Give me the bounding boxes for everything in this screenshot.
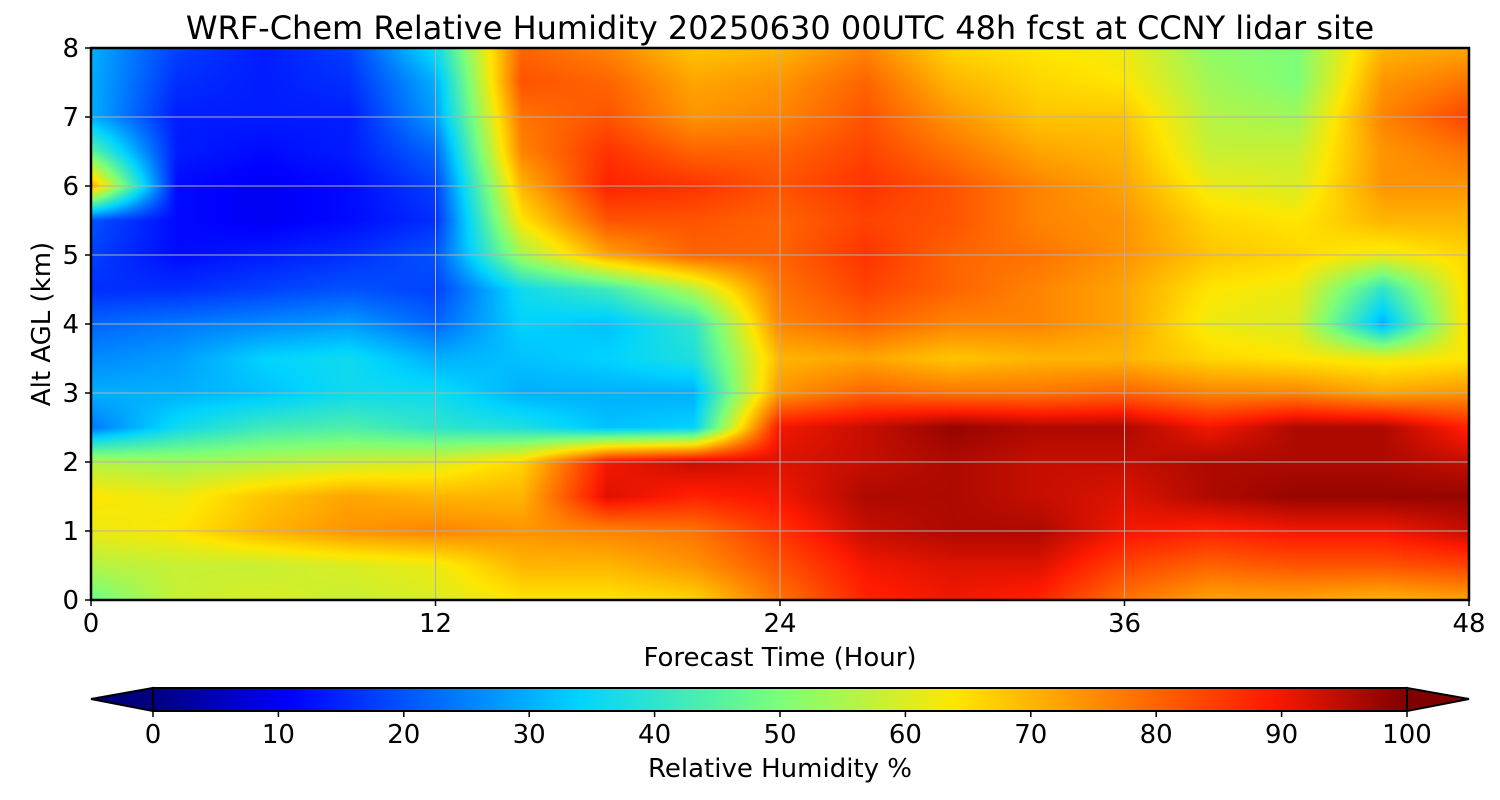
y-tick-label: 2 xyxy=(62,448,79,478)
x-tick-label: 48 xyxy=(1452,609,1485,639)
colorbar-gradient xyxy=(153,688,1407,711)
colorbar-tick-label: 70 xyxy=(1014,720,1047,750)
y-tick-label: 3 xyxy=(62,379,79,409)
x-axis-ticks: 0 12 24 36 48 xyxy=(83,600,1486,639)
colorbar-tick-label: 90 xyxy=(1265,720,1298,750)
colorbar-extend-low xyxy=(90,686,154,713)
colorbar-extend-high xyxy=(1406,686,1470,713)
x-tick-label: 12 xyxy=(419,609,452,639)
colorbar-tick-label: 40 xyxy=(638,720,671,750)
gridlines xyxy=(91,48,1469,600)
y-tick-label: 7 xyxy=(62,103,79,133)
colorbar-tick-label: 50 xyxy=(763,720,796,750)
colorbar-ticks: 0 10 20 30 40 50 60 70 80 90 100 xyxy=(145,711,1432,750)
y-tick-label: 5 xyxy=(62,241,79,271)
y-axis-label: Alt AGL (km) xyxy=(27,242,57,406)
chart-title: WRF-Chem Relative Humidity 20250630 00UT… xyxy=(186,9,1374,47)
colorbar-tick-label: 30 xyxy=(513,720,546,750)
y-tick-label: 0 xyxy=(62,586,79,616)
colorbar-tick-label: 100 xyxy=(1382,720,1432,750)
x-tick-label: 24 xyxy=(763,609,796,639)
y-axis-ticks: 0 1 2 3 4 5 6 7 8 xyxy=(62,34,91,616)
x-tick-label: 0 xyxy=(83,609,100,639)
x-tick-label: 36 xyxy=(1108,609,1141,639)
y-tick-label: 6 xyxy=(62,172,79,202)
y-tick-label: 4 xyxy=(62,310,79,340)
x-axis-label: Forecast Time (Hour) xyxy=(643,643,916,673)
y-tick-label: 1 xyxy=(62,517,79,547)
colorbar-tick-label: 60 xyxy=(889,720,922,750)
colorbar-tick-label: 0 xyxy=(145,720,162,750)
colorbar-tick-label: 80 xyxy=(1140,720,1173,750)
colorbar-label: Relative Humidity % xyxy=(648,754,912,784)
colorbar: 0 10 20 30 40 50 60 70 80 90 100 Relative Humidity… xyxy=(90,686,1470,784)
colorbar-tick-label: 20 xyxy=(387,720,420,750)
colorbar-tick-label: 10 xyxy=(262,720,295,750)
y-tick-label: 8 xyxy=(62,34,79,64)
